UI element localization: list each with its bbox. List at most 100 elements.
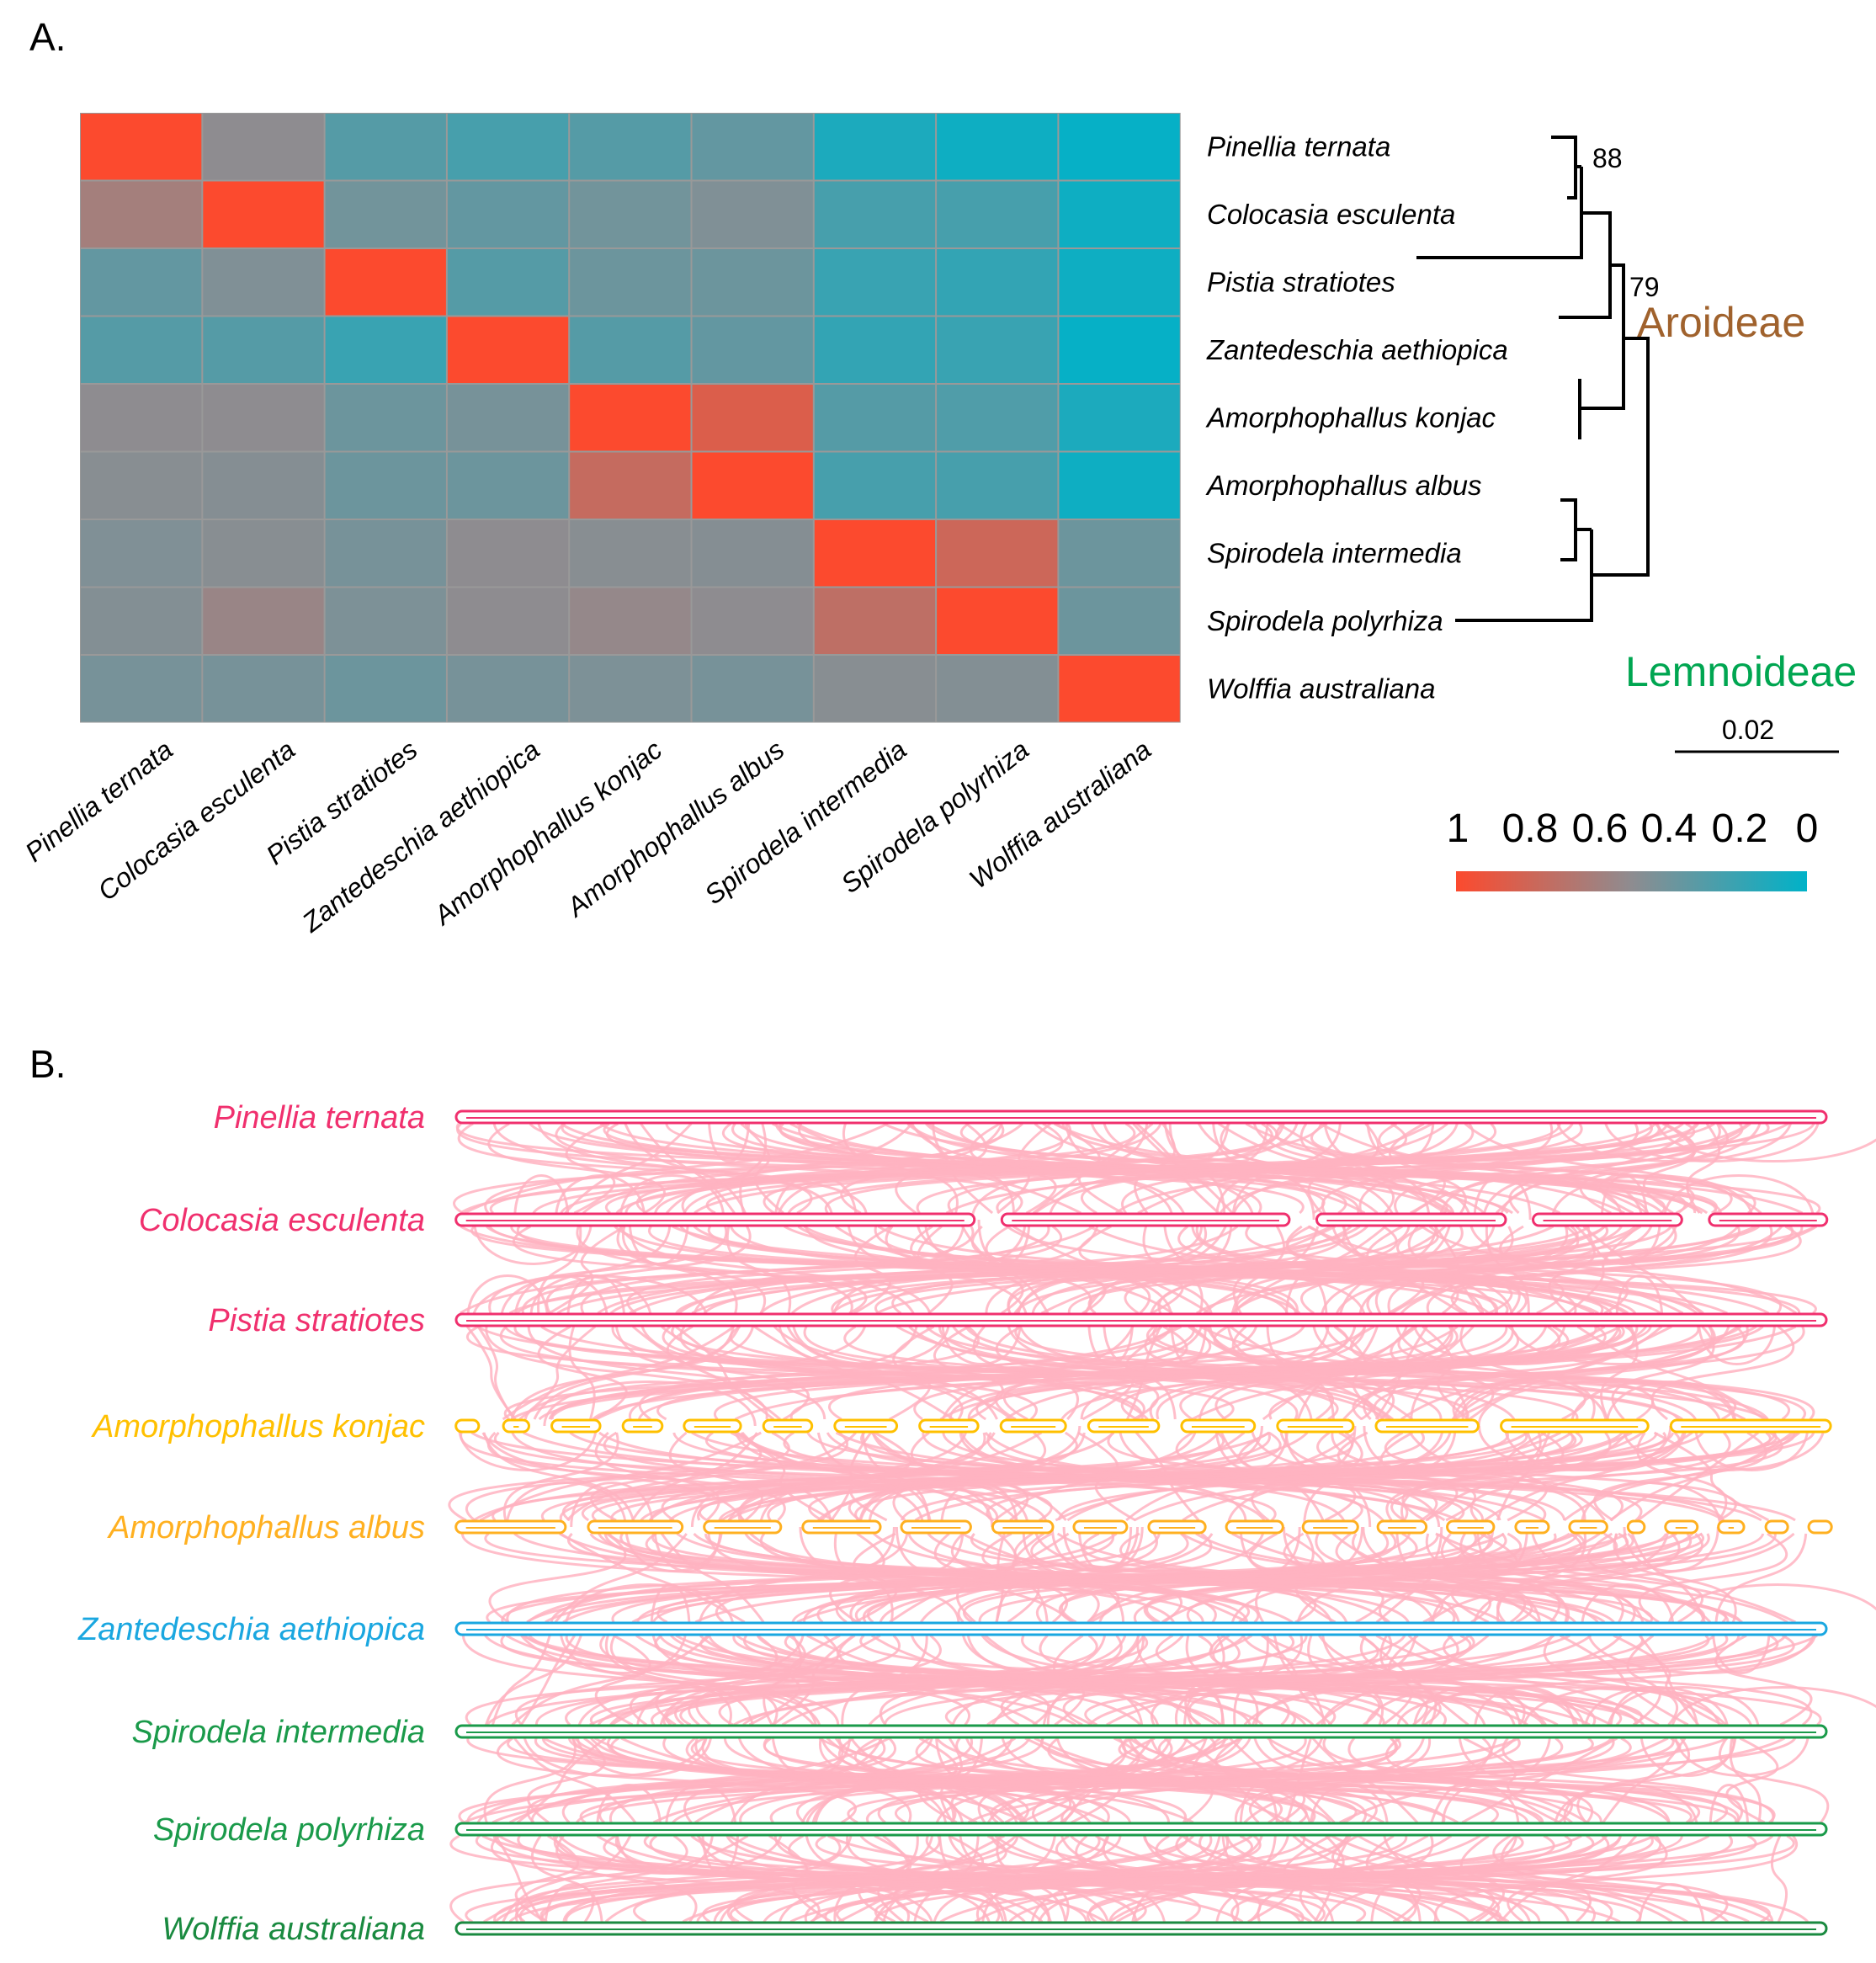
synteny-link (1055, 1431, 1561, 1522)
synteny-link (883, 1635, 1740, 1726)
synteny-link (1161, 1532, 1601, 1624)
synteny-link (1102, 1116, 1286, 1162)
synteny-link (1170, 1319, 1208, 1365)
panel-b-label: B. (29, 1042, 66, 1086)
synteny-link (605, 1122, 1326, 1215)
synteny-link (526, 1737, 886, 1824)
synteny-link (527, 1737, 606, 1824)
synteny-link (1602, 1737, 1687, 1823)
column-label: Zantedeschia aethiopica (296, 734, 545, 939)
synteny-link (666, 1325, 810, 1421)
heatmap-cell (570, 588, 691, 654)
synteny-link (1580, 1482, 1722, 1528)
synteny-link (1395, 1319, 1567, 1365)
synteny-link (1064, 1116, 1149, 1162)
synteny-link (1059, 1828, 1264, 1875)
synteny-link (829, 1532, 885, 1624)
synteny-link (1478, 1425, 1686, 1471)
synteny-link (699, 1634, 1644, 1726)
synteny-link (690, 1482, 833, 1528)
synteny-link (548, 1225, 626, 1315)
row-label: Pistia stratiotes (1207, 266, 1395, 297)
synteny-link (970, 1174, 1174, 1221)
synteny-link (773, 1174, 858, 1221)
heatmap-cell (447, 114, 569, 180)
synteny-link (1611, 1325, 1715, 1421)
chromosome (1807, 1519, 1833, 1535)
heatmap-cell (814, 452, 936, 519)
synteny-link (1231, 1174, 1471, 1221)
synteny-link (1400, 1225, 1783, 1315)
heatmap-cell (81, 452, 202, 519)
synteny-link (1331, 1432, 1586, 1521)
legend-tick: 0 (1796, 806, 1819, 851)
synteny-link (947, 1828, 1111, 1875)
synteny-link (692, 1274, 933, 1321)
synteny-link (1205, 1319, 1409, 1365)
synteny-link (1694, 1425, 1810, 1471)
synteny-link (1370, 1883, 1422, 1929)
synteny-links (448, 1116, 1876, 1929)
column-label: Amorphophallus albus (560, 734, 789, 923)
synteny-link (1709, 1784, 1750, 1830)
synteny-link (619, 1174, 725, 1221)
heatmap-cell (814, 385, 936, 451)
synteny-link (1285, 1737, 1312, 1823)
synteny-link (595, 1784, 662, 1830)
synteny-link (1570, 1380, 1736, 1427)
synteny-link (484, 1635, 1222, 1726)
synteny-link (1550, 1174, 1754, 1221)
heatmap-cell (203, 385, 324, 451)
synteny-link (1382, 1828, 1519, 1875)
synteny-link (486, 1225, 1704, 1315)
legend-tick: 0.6 (1572, 806, 1629, 851)
synteny-link (694, 1122, 1684, 1215)
genome-label: Amorphophallus konjac (91, 1409, 425, 1444)
synteny-link (940, 1482, 1018, 1528)
heatmap-cell (937, 452, 1058, 519)
phylogenetic-tree (1416, 136, 1650, 622)
synteny-link (1400, 1432, 1542, 1521)
synteny-link (941, 1326, 1135, 1420)
synteny-link (664, 1784, 737, 1830)
synteny-link (1342, 1219, 1438, 1265)
synteny-link (1666, 1583, 1876, 1630)
synteny-link (990, 1737, 1564, 1824)
heatmap-cell (447, 588, 569, 654)
row-label: Amorphophallus konjac (1205, 402, 1496, 433)
synteny-link (1131, 1835, 1221, 1923)
synteny-link (1030, 1883, 1167, 1929)
synteny-link (833, 1533, 894, 1623)
heatmap-cell (447, 520, 569, 587)
synteny-link (487, 1122, 666, 1215)
heatmap-cell (203, 317, 324, 383)
clade-lemnoideae: Lemnoideae (1625, 648, 1857, 695)
synteny-link (950, 1686, 1161, 1732)
synteny-link (959, 1425, 1198, 1471)
heatmap-cell (814, 114, 936, 180)
synteny-link (1315, 1533, 1570, 1623)
synteny-link (1530, 1526, 1670, 1572)
synteny-link (1451, 1380, 1608, 1427)
synteny-link (733, 1425, 969, 1471)
genome-label: Colocasia esculenta (139, 1203, 425, 1238)
synteny-link (517, 1835, 1305, 1923)
synteny-link (1241, 1635, 1752, 1726)
synteny-link (1032, 1737, 1397, 1824)
synteny-link (715, 1532, 1189, 1624)
heatmap-cell (570, 317, 691, 383)
synteny-link (683, 1737, 844, 1823)
synteny-link (1055, 1731, 1209, 1777)
synteny-link (460, 1432, 998, 1521)
synteny-link (606, 1737, 1188, 1823)
heatmap-cell (447, 317, 569, 383)
synteny-link (624, 1526, 724, 1572)
synteny-link (1142, 1828, 1290, 1875)
synteny-link (701, 1828, 740, 1875)
chromosome-tracks (454, 1109, 1833, 1936)
legend-tick: 0.8 (1502, 806, 1559, 851)
synteny-link (1586, 1219, 1661, 1265)
synteny-link (1374, 1326, 1428, 1420)
synteny-link (958, 1828, 1057, 1875)
synteny-link (505, 1482, 627, 1528)
